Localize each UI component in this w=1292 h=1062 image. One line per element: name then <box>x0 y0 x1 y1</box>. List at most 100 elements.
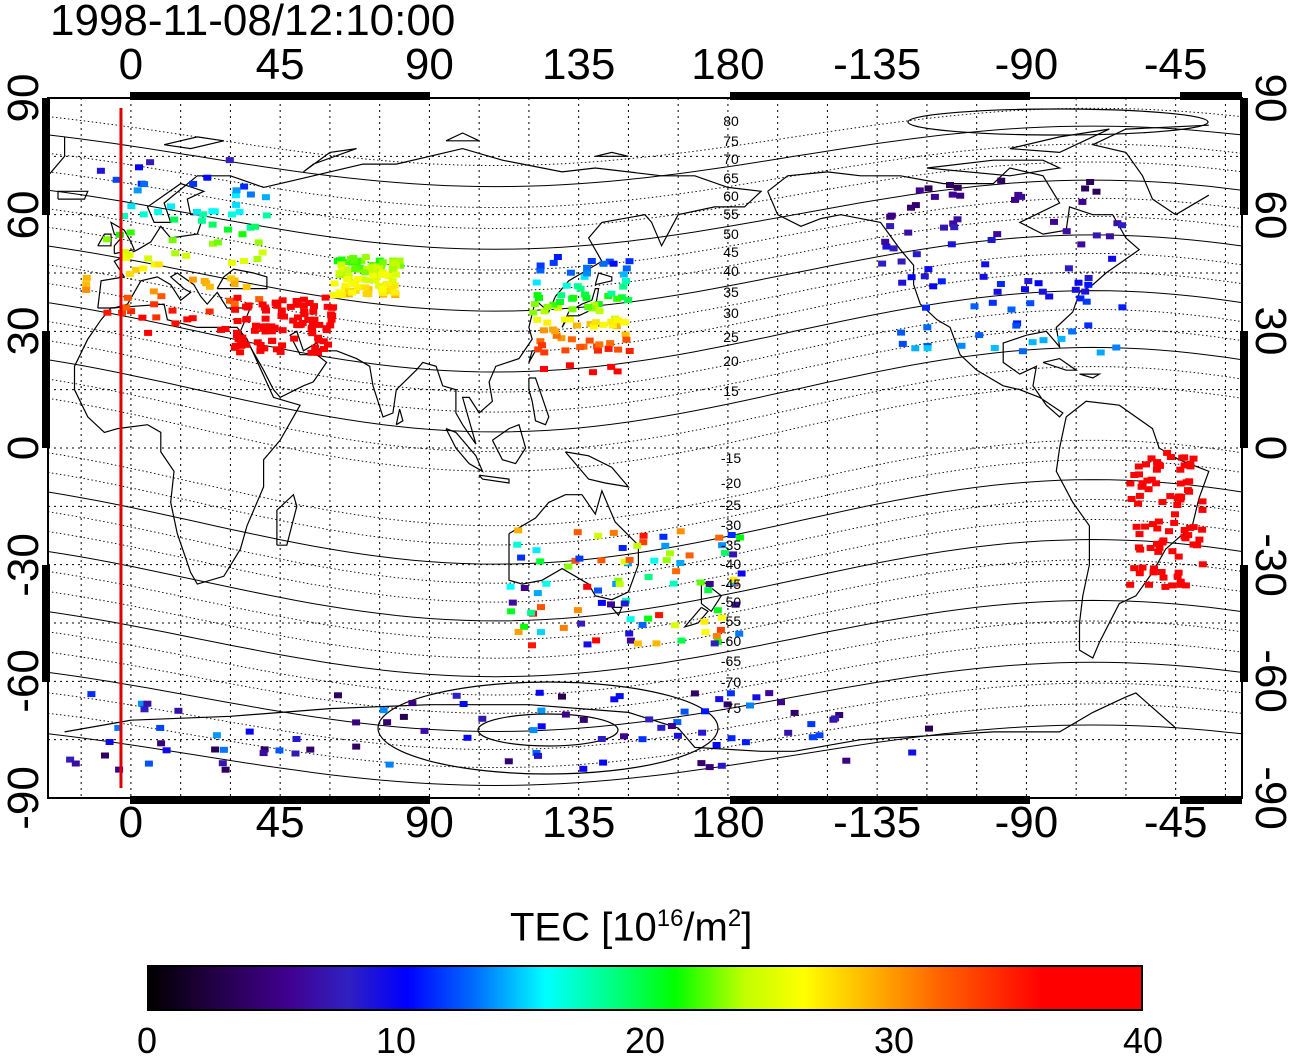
tec-pixel <box>717 762 726 769</box>
mlat-pole-contour-north <box>907 108 1209 136</box>
tec-pixel <box>542 580 551 587</box>
tec-pixel <box>171 320 180 327</box>
tec-pixel <box>390 289 399 296</box>
coastline <box>508 488 640 601</box>
tec-pixel <box>245 728 254 735</box>
tec-pixel <box>1135 570 1144 577</box>
tec-pixel <box>622 265 631 272</box>
tec-pixel <box>907 204 915 211</box>
tec-pixel <box>534 346 543 353</box>
tec-pixel <box>1149 521 1157 528</box>
tec-pixel <box>712 633 721 639</box>
y-right-tick-label: 60 <box>1246 190 1292 240</box>
tec-pixel <box>625 556 634 563</box>
tec-pixel <box>1076 295 1085 302</box>
tec-pixel <box>1108 255 1117 262</box>
mlat-contour <box>48 439 1242 527</box>
tec-pixel <box>576 285 585 292</box>
tec-pixel <box>576 344 585 351</box>
tec-pixel <box>622 336 631 343</box>
tec-pixel <box>353 276 362 282</box>
mlat-label: 55 <box>723 206 739 222</box>
tec-pixel <box>238 231 247 238</box>
tec-pixel <box>1166 493 1175 500</box>
tec-pixel <box>715 696 724 703</box>
tec-pixel <box>993 288 1002 295</box>
tec-pixel <box>652 640 661 647</box>
tec-pixel <box>513 541 522 548</box>
tec-pixel <box>908 749 917 756</box>
tec-pixel <box>314 337 323 344</box>
tec-pixel <box>314 349 322 356</box>
mlat-contour <box>48 346 1242 433</box>
tec-pixel <box>620 558 629 565</box>
tec-pixel <box>953 216 962 223</box>
colorbar-tick-label: 20 <box>624 1020 666 1061</box>
tec-pixel <box>1157 569 1166 575</box>
tec-pixel <box>277 307 286 314</box>
tec-pixel <box>592 637 601 644</box>
tec-pixel <box>1024 278 1033 285</box>
mlat-contour <box>48 599 1242 678</box>
tec-pixel <box>114 724 123 731</box>
tec-pixel <box>701 708 709 715</box>
colorbar-title: TEC [1016/m2] <box>510 905 753 950</box>
tec-pixel <box>293 322 302 328</box>
tec-pixel <box>736 534 745 541</box>
coastline <box>1009 128 1110 154</box>
tec-pixel <box>320 346 328 352</box>
tec-pixel <box>591 319 600 326</box>
coastline <box>97 233 112 247</box>
tec-pixel <box>232 187 241 194</box>
x-bottom-tick-label: 90 <box>404 798 454 847</box>
tec-pixel <box>1180 527 1189 533</box>
y-left-tick-label: 60 <box>0 190 48 240</box>
tec-pixel <box>1173 502 1182 508</box>
tec-pixel <box>388 267 397 273</box>
tec-pixel <box>1174 553 1183 560</box>
tec-pixel <box>504 758 513 765</box>
tec-pixel <box>231 342 240 349</box>
tec-pixel <box>1145 581 1153 588</box>
tec-pixel <box>625 348 634 354</box>
tec-pixel <box>209 240 217 247</box>
tec-pixel <box>1057 335 1066 342</box>
tec-pixel <box>341 282 350 289</box>
mlat-label: -40 <box>721 556 741 572</box>
coastline <box>683 606 709 629</box>
y-right-tick-label: -30 <box>1246 532 1292 597</box>
tec-pixel <box>188 276 197 283</box>
tec-pixel <box>700 618 709 625</box>
tec-pixel <box>1132 523 1141 530</box>
tec-pixel <box>364 277 373 284</box>
tec-pixel <box>639 532 648 539</box>
tec-pixel <box>203 174 212 181</box>
tec-pixel <box>378 259 387 266</box>
y-left-tick-label: -30 <box>0 532 48 597</box>
tec-pixel <box>219 746 228 753</box>
tec-pixel <box>231 306 240 313</box>
tec-pixel <box>140 181 149 188</box>
tec-pixel <box>539 327 548 334</box>
tec-pixel <box>66 756 75 763</box>
tec-pixel <box>532 279 541 286</box>
tec-pixel <box>718 542 727 549</box>
tec-pixel <box>882 243 891 250</box>
tec-pixel <box>549 259 558 266</box>
tec-pixel <box>408 700 417 707</box>
tec-pixel <box>218 760 227 767</box>
tec-pixel <box>167 203 175 210</box>
tec-pixel <box>1142 461 1150 468</box>
tec-pixel <box>233 294 242 301</box>
tec-pixel <box>299 296 308 303</box>
coastline <box>595 151 629 157</box>
tec-pixel <box>617 294 626 301</box>
tec-pixel <box>1168 548 1177 555</box>
colorbar-tick-label: 0 <box>136 1020 158 1061</box>
coastline <box>1055 400 1210 659</box>
tec-pixel <box>1034 280 1043 287</box>
tec-pixel <box>1174 569 1183 576</box>
tec-pixel <box>1146 545 1155 551</box>
tec-pixel <box>606 340 615 347</box>
coastline <box>276 493 298 546</box>
